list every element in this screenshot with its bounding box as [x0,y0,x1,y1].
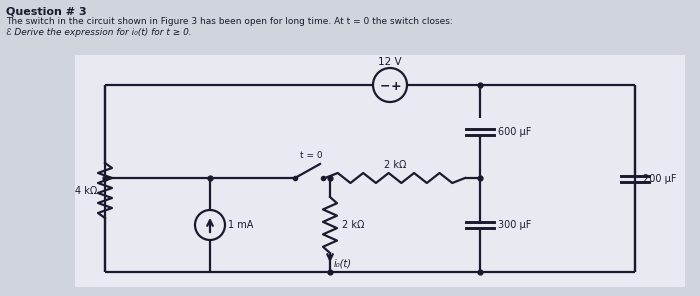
Text: +: + [391,80,401,93]
Text: 600 μF: 600 μF [498,126,531,136]
Text: 300 μF: 300 μF [498,220,531,230]
Text: i₀(t): i₀(t) [334,259,352,269]
Text: ℰ Derive the expression for i₀(t) for t ≥ 0.: ℰ Derive the expression for i₀(t) for t … [6,28,192,37]
Text: Question # 3: Question # 3 [6,6,87,16]
Text: 4 kΩ: 4 kΩ [75,186,97,195]
Text: t = 0: t = 0 [300,151,323,160]
Text: 2 kΩ: 2 kΩ [384,160,406,170]
Text: 2 kΩ: 2 kΩ [342,220,365,230]
Text: 1 mA: 1 mA [228,220,253,230]
Text: 200 μF: 200 μF [643,173,676,184]
Bar [75,55,685,287]
Text: 12 V: 12 V [378,57,402,67]
Text: −: − [379,80,391,93]
Text: The switch in the circuit shown in Figure 3 has been open for long time. At t = : The switch in the circuit shown in Figur… [6,17,453,26]
